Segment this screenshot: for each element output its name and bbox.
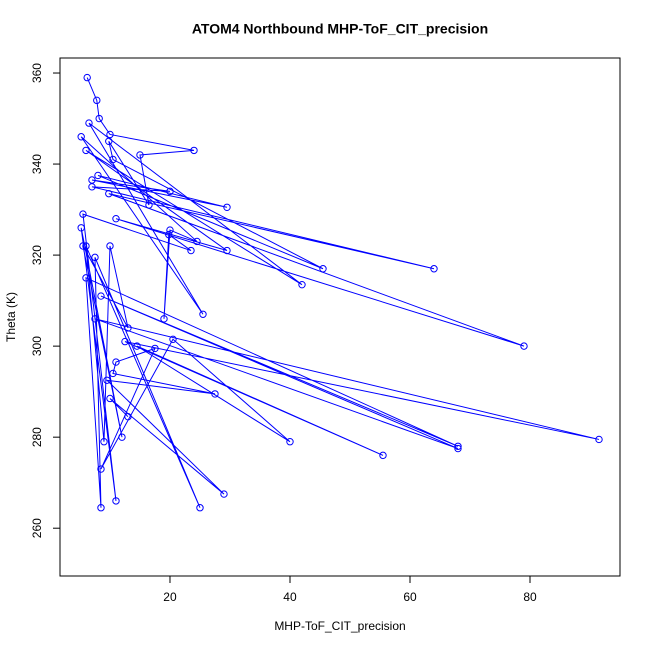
- data-point: [166, 226, 174, 234]
- data-point: [91, 315, 99, 323]
- data-point: [106, 394, 114, 403]
- data-point: [93, 96, 101, 105]
- data-point: [79, 210, 87, 218]
- data-point: [82, 146, 90, 155]
- data-point: [91, 253, 99, 262]
- data-point: [166, 187, 174, 196]
- data-point: [97, 504, 105, 512]
- data-point: [82, 274, 90, 282]
- data-point: [88, 183, 96, 191]
- data-point: [77, 133, 85, 141]
- data-point: [112, 358, 120, 366]
- y-tick-label: 260: [30, 518, 44, 538]
- plot-frame: [59, 57, 621, 577]
- chart-title: ATOM4 Northbound MHP-ToF_CIT_precision: [192, 21, 488, 37]
- data-point: [220, 490, 228, 498]
- data-point: [223, 203, 231, 212]
- x-tick-label: 60: [403, 590, 417, 604]
- data-point: [106, 130, 114, 139]
- data-point: [430, 265, 438, 273]
- data-line: [80, 77, 600, 508]
- data-point: [112, 497, 120, 505]
- data-point: [79, 242, 87, 250]
- data-point: [286, 438, 294, 446]
- data-point: [223, 246, 231, 255]
- data-point: [94, 171, 102, 180]
- data-point: [105, 189, 113, 198]
- data-point: [124, 324, 132, 332]
- data-point: [100, 438, 108, 446]
- data-point: [319, 265, 327, 273]
- data-point: [211, 390, 219, 398]
- data-point: [124, 412, 132, 421]
- data-point: [136, 151, 144, 159]
- data-point: [145, 201, 153, 209]
- data-point: [97, 292, 105, 300]
- data-point: [85, 119, 93, 127]
- data-point: [95, 114, 103, 123]
- data-point: [199, 310, 207, 318]
- y-tick-label: 340: [30, 154, 44, 174]
- data-point: [151, 344, 159, 353]
- data-point: [109, 369, 117, 378]
- y-tick-label: 360: [30, 63, 44, 83]
- data-point: [379, 451, 387, 460]
- data-point: [595, 435, 603, 444]
- data-point: [112, 214, 120, 223]
- x-axis-label: MHP-ToF_CIT_precision: [274, 619, 405, 633]
- data-point: [454, 444, 462, 453]
- x-tick-label: 80: [523, 590, 537, 604]
- data-point: [133, 342, 141, 350]
- data-point: [121, 337, 129, 346]
- data-point: [196, 504, 204, 512]
- data-point: [190, 146, 198, 155]
- data-point: [83, 73, 91, 82]
- data-point: [165, 230, 173, 239]
- y-tick-label: 320: [30, 245, 44, 265]
- data-point: [118, 433, 126, 441]
- data-point: [298, 280, 306, 289]
- data-point: [109, 155, 117, 164]
- data-point: [105, 137, 113, 145]
- x-tick-label: 40: [283, 590, 297, 604]
- data-point: [160, 315, 168, 323]
- data-point: [187, 246, 195, 255]
- data-point: [193, 237, 201, 246]
- data-point: [106, 242, 114, 250]
- y-axis-label: Theta (K): [4, 292, 18, 342]
- y-tick-label: 280: [30, 427, 44, 447]
- x-tick-label: 20: [163, 590, 177, 604]
- data-point: [77, 224, 85, 232]
- data-point: [520, 342, 528, 350]
- data-point: [169, 335, 177, 344]
- data-point: [97, 465, 105, 473]
- data-point: [103, 376, 111, 384]
- y-tick-label: 300: [30, 336, 44, 356]
- data-point: [454, 442, 462, 450]
- data-point: [82, 242, 90, 250]
